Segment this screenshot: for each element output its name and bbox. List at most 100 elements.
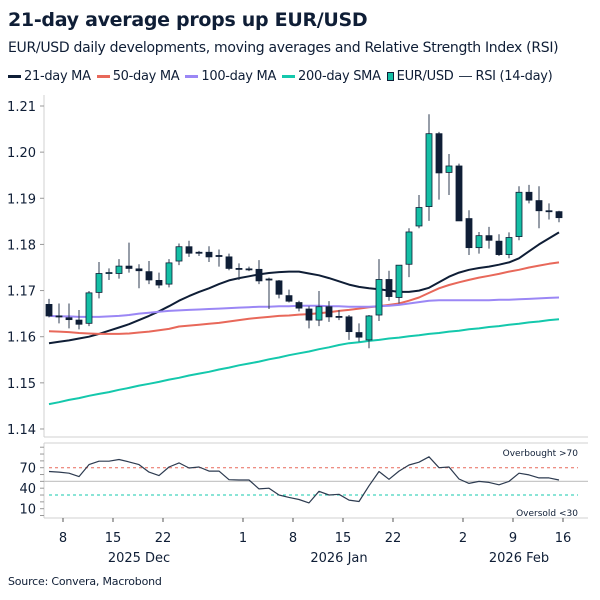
x-tick-label: 15 — [105, 531, 122, 546]
legend-item: EUR/USD — [386, 69, 454, 84]
candle-body-down — [455, 165, 463, 222]
x-tick-label: 1 — [239, 531, 247, 546]
candle — [205, 246, 213, 262]
candle-body-down — [465, 218, 473, 249]
candle — [525, 184, 533, 204]
y-tick-label: 1.19 — [7, 192, 36, 207]
candle-body-down — [65, 317, 73, 321]
candle — [235, 263, 243, 280]
candle-body-up — [175, 246, 183, 262]
candle — [55, 303, 63, 324]
candle-body-down — [325, 306, 333, 318]
x-tick-label: 8 — [289, 531, 297, 546]
candle — [125, 242, 133, 273]
legend-item: 200-day SMA — [282, 69, 381, 84]
rsi-tick-label: 40 — [19, 482, 36, 497]
candle-body-up — [315, 306, 323, 321]
legend-swatch — [386, 72, 394, 81]
candle — [555, 210, 563, 223]
candle — [515, 186, 523, 241]
chart-title: 21-day average props up EUR/USD — [8, 9, 368, 31]
series-line-200-day-sma — [48, 318, 560, 406]
candle-body-down — [305, 308, 313, 321]
candle — [245, 266, 253, 272]
candle — [335, 309, 343, 321]
candle — [295, 300, 303, 312]
candle — [305, 306, 313, 329]
candle-body-down — [185, 246, 193, 254]
candle-body-down — [545, 210, 553, 213]
y-tick-label: 1.14 — [7, 423, 36, 438]
candle — [435, 131, 443, 200]
x-tick-label: 8 — [59, 531, 67, 546]
legend-label: 21-day MA — [24, 69, 91, 84]
legend-swatch — [185, 75, 199, 78]
candle — [155, 272, 163, 289]
candle — [405, 228, 413, 278]
source-note: Source: Convera, Macrobond — [8, 575, 162, 588]
candle-body-up — [95, 273, 103, 293]
series-line-100-day-ma — [48, 296, 560, 318]
candle — [255, 260, 263, 285]
candle-body-down — [265, 278, 273, 281]
candle — [285, 289, 293, 303]
candle-body-down — [235, 268, 243, 270]
legend-swatch — [96, 75, 110, 78]
candle-body-down — [205, 251, 213, 258]
series-line-21-day-ma — [48, 231, 560, 345]
candle — [445, 153, 453, 196]
series-line-50-day-ma — [48, 261, 560, 335]
y-tick-label: 1.17 — [7, 285, 36, 300]
candle — [425, 114, 433, 221]
legend-item: 50-day MA — [96, 69, 180, 84]
y-tick-label: 1.18 — [7, 238, 36, 253]
x-tick-label: 22 — [385, 531, 402, 546]
legend-swatch — [282, 75, 296, 78]
rsi-tick-label: 70 — [19, 462, 36, 477]
y-tick-label: 1.16 — [7, 331, 36, 346]
rsi-tick-label: 10 — [19, 503, 36, 518]
legend: 21-day MA 50-day MA 100-day MA 200-day SMA E… — [8, 69, 553, 84]
candle-body-down — [215, 255, 223, 257]
candle-body-down — [275, 280, 283, 295]
candle-body-down — [355, 332, 363, 338]
x-tick-label: 16 — [555, 531, 572, 546]
legend-item: 21-day MA — [8, 69, 91, 84]
candle — [475, 231, 483, 254]
candle-body-up — [505, 237, 513, 255]
candle-body-up — [85, 292, 93, 324]
chart-subtitle: EUR/USD daily developments, moving avera… — [8, 40, 559, 56]
overbought-label: Overbought >70 — [503, 449, 579, 459]
candle-body-up — [445, 165, 453, 173]
candle-body-down — [255, 268, 263, 282]
candle — [215, 249, 223, 267]
oversold-label: Oversold <30 — [516, 509, 578, 519]
candle-body-down — [555, 211, 563, 219]
candle — [275, 279, 283, 299]
legend-swatch — [8, 75, 21, 78]
candle — [225, 253, 233, 271]
candle — [165, 259, 173, 288]
candle — [545, 203, 553, 220]
candle-body-down — [135, 268, 143, 272]
y-tick-label: 1.15 — [7, 377, 36, 392]
candle — [315, 291, 323, 327]
x-tick-label: 2 — [459, 531, 467, 546]
candle — [145, 261, 153, 285]
candle — [115, 259, 123, 279]
legend-label: RSI (14-day) — [475, 69, 553, 84]
candle-body-down — [195, 251, 203, 254]
candle — [535, 186, 543, 229]
legend-swatch — [459, 76, 473, 77]
candle-body-up — [115, 265, 123, 274]
candle-body-up — [165, 262, 173, 285]
candle-body-up — [475, 235, 483, 249]
candle — [85, 291, 93, 327]
rsi-line — [48, 456, 560, 504]
candle-body-down — [145, 271, 153, 281]
candle-body-down — [495, 240, 503, 255]
candle — [105, 268, 113, 280]
candle — [485, 226, 493, 249]
candle-body-down — [45, 304, 53, 317]
